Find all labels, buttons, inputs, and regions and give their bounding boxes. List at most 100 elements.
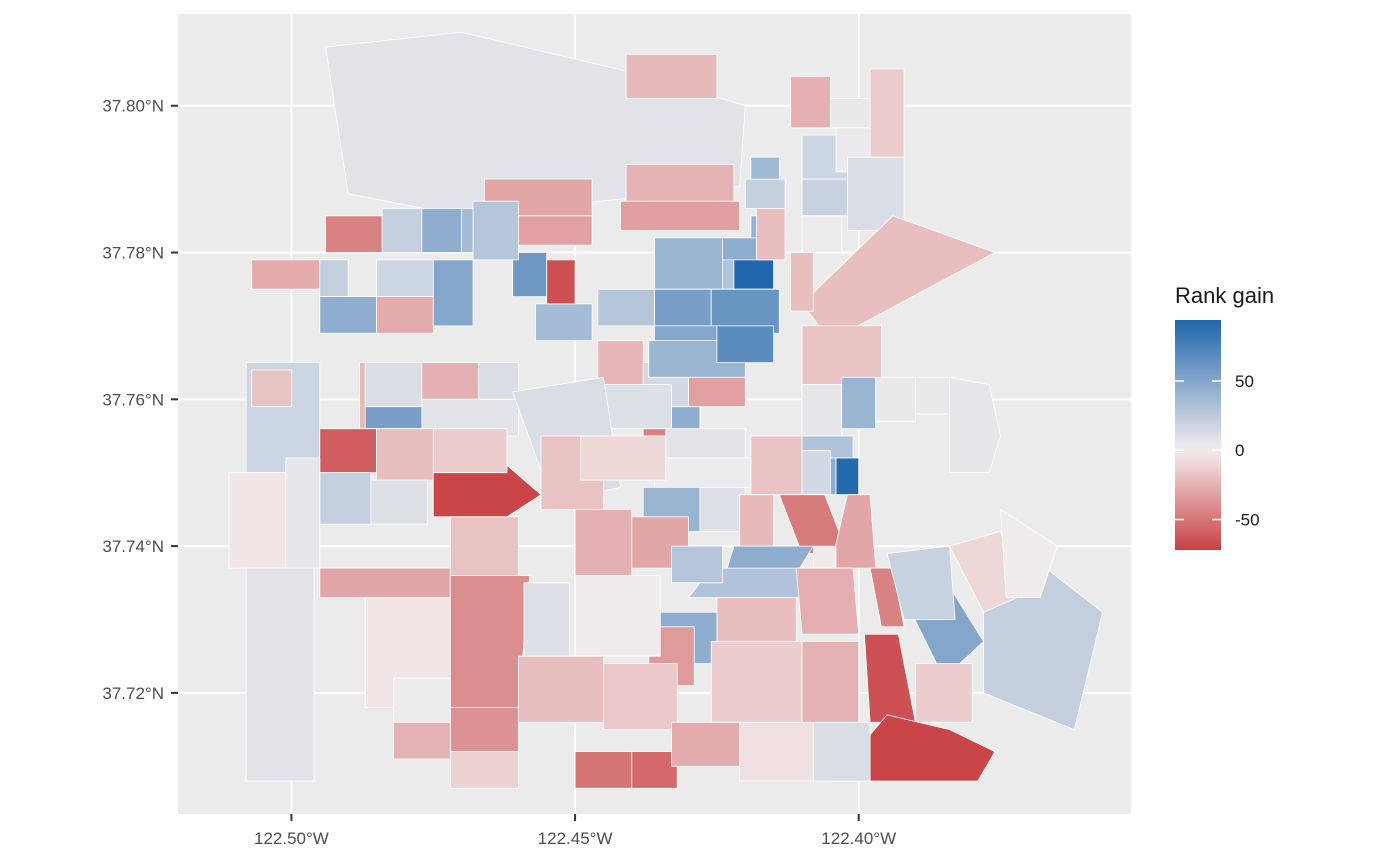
tract-region: [875, 376, 916, 422]
tract-region: [574, 508, 633, 576]
y-tick-label: 37.72°N: [102, 684, 164, 703]
tract-region: [251, 369, 292, 408]
y-tick-label: 37.80°N: [102, 97, 164, 116]
tract-region: [421, 362, 480, 400]
y-tick-label: 37.78°N: [102, 244, 164, 263]
tract-region: [801, 450, 831, 496]
tract-region: [449, 751, 519, 789]
tract-region: [432, 428, 508, 474]
tract-region: [869, 68, 905, 158]
tract-region: [654, 237, 723, 290]
tract-region: [319, 567, 451, 598]
tract-region: [421, 208, 463, 253]
legend-ticks: 50 0 -50: [1175, 372, 1260, 530]
color-legend: Rank gain 50 0 -50: [1175, 283, 1274, 550]
tract-region: [756, 208, 786, 261]
tract-region: [518, 655, 604, 723]
tract-region: [710, 288, 780, 334]
tract-region: [733, 259, 774, 290]
tract-region: [376, 296, 434, 334]
tract-region: [869, 567, 905, 628]
tract-region: [381, 208, 423, 253]
tract-region: [801, 641, 860, 723]
tract-region: [319, 259, 349, 298]
tract-region: [812, 721, 871, 782]
legend-break-label: -50: [1235, 511, 1260, 530]
tract-region: [478, 362, 519, 400]
tract-region: [631, 751, 678, 789]
tract-region: [603, 663, 678, 730]
tract-region: [790, 252, 814, 312]
tract-region: [654, 457, 752, 488]
tract-region: [886, 545, 956, 620]
legend-break-label: 0: [1235, 441, 1244, 460]
tract-region: [671, 545, 723, 584]
tract-region: [671, 721, 740, 767]
tract-region: [574, 751, 633, 789]
legend-title: Rank gain: [1175, 283, 1274, 308]
tract-region: [393, 677, 451, 723]
tract-region: [449, 707, 519, 752]
tract-region: [835, 457, 860, 496]
x-axis: 122.50°W 122.45°W 122.40°W: [254, 814, 896, 848]
tract-region: [319, 472, 372, 525]
tract-region: [739, 721, 814, 782]
tract-region: [841, 376, 877, 430]
tract-region: [393, 721, 451, 760]
tract-region: [739, 494, 774, 547]
x-tick-label: 122.50°W: [254, 829, 329, 848]
tract-region: [523, 582, 570, 657]
tract-region: [699, 486, 746, 532]
tract-region: [620, 200, 740, 231]
tract-region: [801, 178, 848, 217]
legend-break-label: 50: [1235, 372, 1254, 391]
x-tick-label: 122.40°W: [821, 829, 896, 848]
tract-region: [949, 376, 1001, 474]
tract-region: [245, 567, 315, 782]
tract-region: [597, 340, 644, 386]
tract-region: [722, 237, 757, 261]
tract-region: [603, 384, 672, 430]
y-tick-label: 37.74°N: [102, 537, 164, 556]
tract-region: [801, 215, 843, 253]
tract-region: [535, 303, 593, 342]
tract-region: [421, 398, 519, 437]
tract-region: [228, 472, 287, 569]
tract-region: [574, 575, 661, 657]
tract-region: [449, 575, 531, 708]
tract-region: [665, 428, 746, 459]
tract-region: [319, 428, 377, 474]
tract-regions: [228, 31, 1103, 789]
tract-region: [744, 178, 786, 209]
y-tick-label: 37.76°N: [102, 390, 164, 409]
legend-colorbar: [1175, 320, 1221, 550]
tract-region: [364, 362, 423, 408]
tract-region: [654, 288, 712, 327]
tract-region: [472, 200, 519, 261]
tract-region: [716, 597, 797, 642]
x-tick-label: 122.45°W: [538, 829, 613, 848]
tract-region: [432, 259, 474, 327]
y-axis: 37.80°N 37.78°N 37.76°N 37.74°N 37.72°N: [102, 97, 178, 703]
tract-region: [449, 516, 519, 576]
tract-region: [1000, 508, 1058, 598]
tract-region: [370, 479, 429, 525]
tract-region: [376, 259, 434, 298]
tract-region: [285, 457, 321, 569]
tract-region: [325, 215, 383, 253]
tract-region: [376, 428, 434, 481]
tract-region: [597, 288, 655, 327]
tract-region: [750, 435, 803, 496]
tract-region: [716, 325, 774, 364]
tract-region: [546, 259, 576, 305]
tract-region: [319, 296, 377, 334]
tract-region: [801, 325, 882, 386]
tract-region: [364, 406, 423, 430]
tract-region: [625, 54, 718, 99]
tract-region: [580, 435, 667, 481]
tract-region: [801, 384, 843, 437]
tract-region: [795, 567, 860, 635]
tract-region: [790, 76, 831, 129]
tract-region: [915, 663, 973, 723]
